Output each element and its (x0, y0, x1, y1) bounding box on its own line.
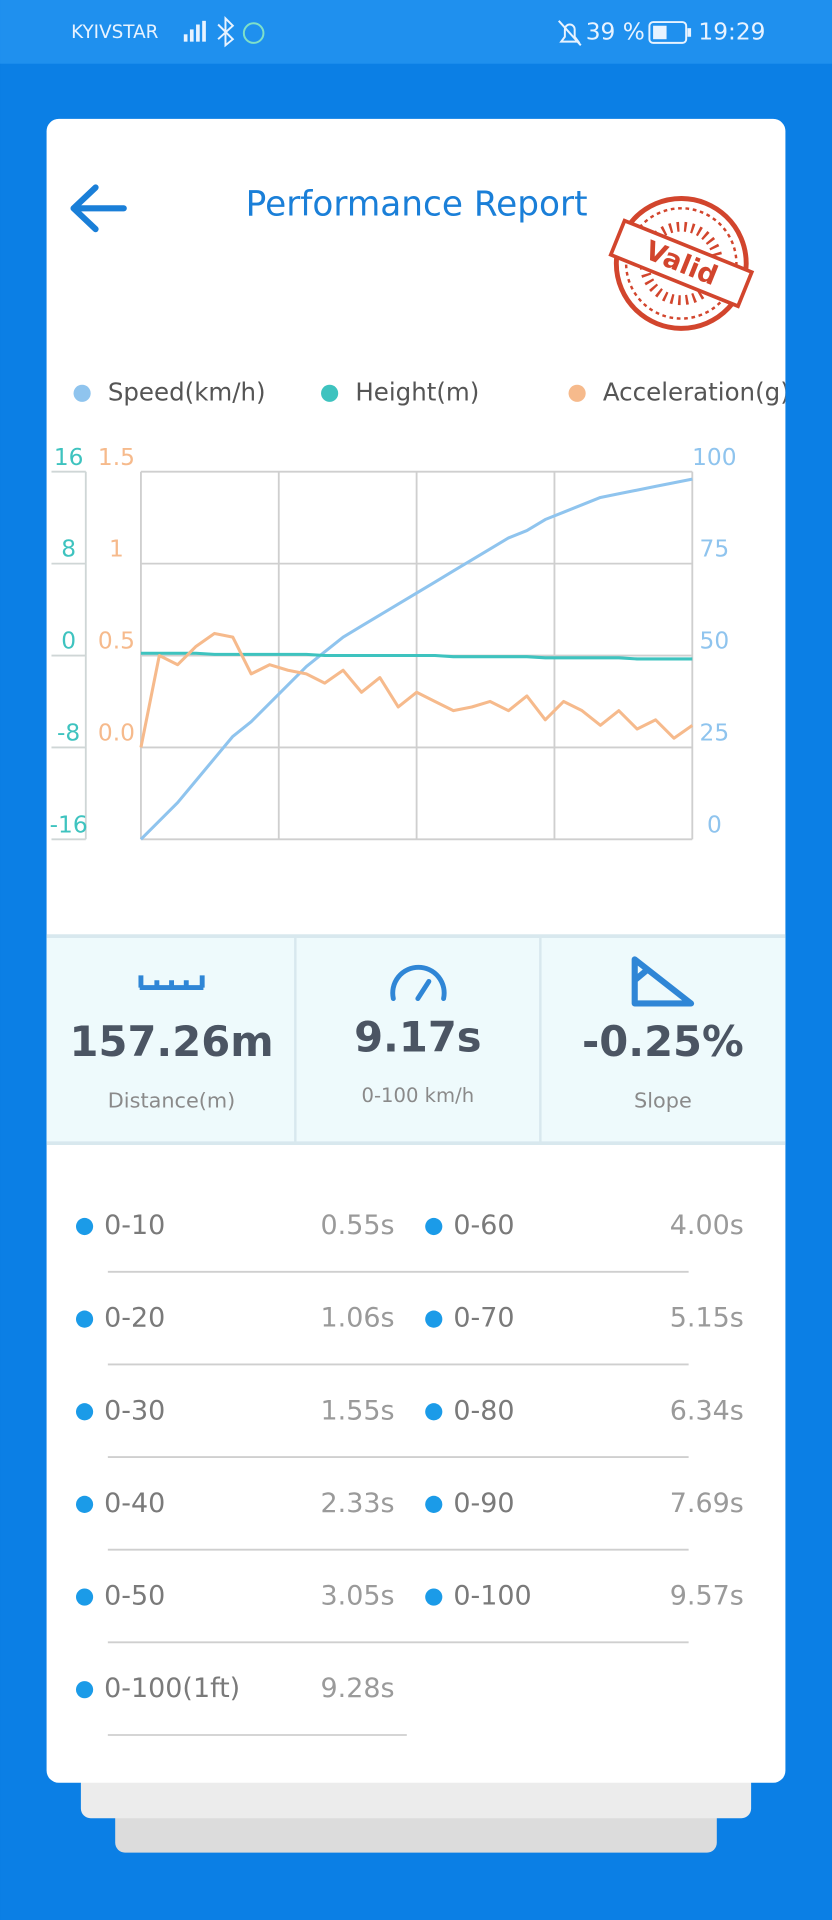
y-tick-label: 16 (54, 444, 84, 471)
battery-icon (648, 21, 688, 44)
y-tick-label: 25 (700, 719, 730, 746)
split-label: 0-100 (453, 1581, 531, 1612)
split-label: 0-90 (453, 1488, 514, 1519)
split-time: 9.57s (670, 1581, 744, 1612)
split-bullet (75, 1681, 94, 1699)
ruler-icon (138, 975, 205, 991)
speedometer-icon (390, 964, 447, 1002)
stat-label: Slope (634, 1089, 692, 1113)
split-bullet (425, 1403, 443, 1421)
chart: Speed(km/h) Height(m) Acceleration(g) -16 -8… (50, 377, 790, 841)
y-tick-label: 1 (109, 536, 124, 563)
stat-value: 9.17s (354, 1012, 482, 1061)
legend-label: Acceleration(g) (603, 377, 790, 406)
legend-label: Height(m) (355, 377, 479, 406)
split-bullet (425, 1310, 443, 1328)
series-line (140, 651, 693, 661)
carrier: KYIVSTAR (71, 22, 159, 43)
y-tick-label: 0 (61, 628, 76, 655)
split-bullet (75, 1310, 94, 1328)
split-time: 2.33s (321, 1488, 395, 1519)
legend-label: Speed(km/h) (108, 377, 266, 406)
split-label: 0-30 (104, 1395, 165, 1426)
split-bullet (75, 1217, 94, 1236)
legend-marker (568, 384, 586, 402)
split-time: 9.28s (321, 1673, 395, 1704)
sync-icon (242, 22, 265, 44)
page-title: Performance Report (246, 184, 588, 224)
y-tick-label: -8 (57, 719, 80, 746)
battery-tip (687, 28, 692, 37)
split-label: 0-40 (104, 1488, 165, 1519)
split-time: 1.06s (321, 1303, 395, 1334)
y-tick-label: 8 (61, 536, 76, 563)
split-time: 5.15s (670, 1303, 744, 1334)
split-label: 0-60 (453, 1210, 514, 1241)
legend-marker (73, 384, 91, 402)
stat-label: Distance(m) (108, 1089, 236, 1113)
valid-stamp: Valid (608, 196, 755, 331)
split-time: 7.69s (670, 1488, 744, 1519)
split-time: 4.00s (670, 1210, 744, 1241)
y-tick-label: 0.0 (98, 719, 135, 746)
slope-icon (631, 956, 695, 1007)
split-label: 0-70 (453, 1303, 514, 1334)
split-label: 0-10 (104, 1210, 165, 1241)
split-bullet (75, 1403, 94, 1421)
split-time: 0.55s (321, 1210, 395, 1241)
split-bullet (425, 1217, 443, 1236)
series-line (139, 477, 693, 841)
split-times: 0-10 0.55s 0-20 1.06s 0-30 1.55s 0-40 2.33s 0-50… (75, 1210, 744, 1736)
mute-icon (558, 20, 582, 46)
split-bullet (75, 1495, 94, 1513)
split-label: 0-20 (104, 1303, 165, 1334)
split-bullet (75, 1588, 94, 1606)
stat-label: 0-100 km/h (362, 1084, 475, 1107)
series-line (139, 631, 694, 748)
split-label: 0-100(1ft) (104, 1673, 240, 1704)
battery-level (653, 25, 667, 40)
y-tick-label: 1.5 (98, 444, 135, 471)
y-tick-label: -16 (50, 811, 88, 838)
card-content: Performance Report Valid Speed(km/h) Heig… (46, 184, 790, 1736)
legend-marker (321, 384, 339, 402)
split-time: 6.34s (670, 1395, 744, 1426)
split-time: 1.55s (321, 1395, 395, 1426)
split-bullet (425, 1495, 443, 1513)
signal-icon (183, 20, 206, 42)
back-button[interactable] (70, 184, 127, 233)
y-tick-label: 75 (700, 536, 730, 563)
status-bar (0, 0, 832, 64)
bluetooth-icon (217, 16, 235, 48)
split-label: 0-80 (453, 1395, 514, 1426)
clock: 19:29 (698, 19, 765, 46)
y-tick-label: 100 (692, 444, 736, 471)
battery-percent: 39 % (586, 19, 645, 46)
split-bullet (425, 1588, 443, 1606)
y-tick-label: 0.5 (98, 628, 135, 655)
y-tick-label: 0 (707, 811, 722, 838)
split-label: 0-50 (104, 1581, 165, 1612)
stat-value: -0.25% (582, 1017, 744, 1066)
y-tick-label: 50 (700, 628, 730, 655)
split-time: 3.05s (321, 1581, 395, 1612)
stat-value: 157.26m (70, 1017, 274, 1066)
